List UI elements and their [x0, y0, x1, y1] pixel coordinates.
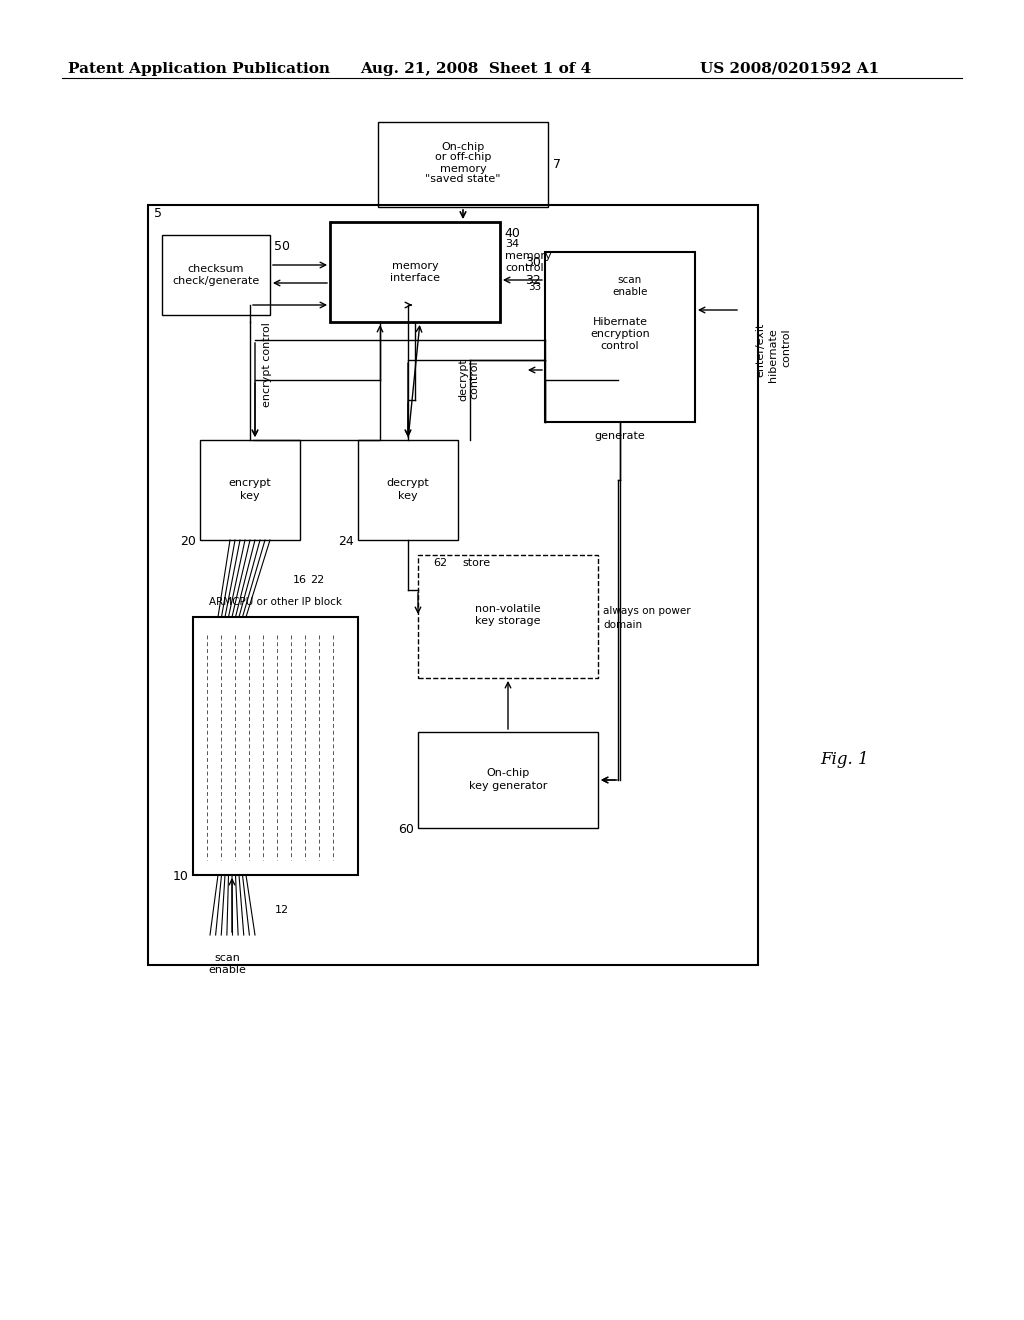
Text: 30: 30 [525, 256, 541, 269]
Text: or off-chip: or off-chip [435, 153, 492, 162]
Text: enable: enable [612, 286, 648, 297]
Text: key storage: key storage [475, 616, 541, 627]
Text: 34: 34 [505, 239, 519, 249]
Text: memory: memory [392, 261, 438, 271]
Text: Fig. 1: Fig. 1 [820, 751, 868, 768]
Text: domain: domain [603, 619, 642, 630]
Text: interface: interface [390, 273, 440, 282]
Text: US 2008/0201592 A1: US 2008/0201592 A1 [700, 62, 880, 77]
Text: 33: 33 [527, 282, 541, 292]
Text: control: control [469, 360, 479, 400]
Bar [418, 733, 598, 828]
Text: 20: 20 [180, 535, 196, 548]
Text: Aug. 21, 2008  Sheet 1 of 4: Aug. 21, 2008 Sheet 1 of 4 [360, 62, 591, 77]
Text: Patent Application Publication: Patent Application Publication [68, 62, 330, 77]
Text: always on power: always on power [603, 606, 690, 616]
Text: On-chip: On-chip [441, 141, 484, 152]
Bar [162, 235, 270, 315]
Text: key: key [398, 491, 418, 502]
Text: decrypt: decrypt [387, 478, 429, 488]
Text: memory: memory [505, 251, 552, 261]
Text: 5: 5 [154, 207, 162, 220]
Text: decrypt: decrypt [458, 359, 468, 401]
Text: 50: 50 [274, 240, 290, 253]
Text: enter/exit: enter/exit [755, 323, 765, 378]
Text: check/generate: check/generate [172, 276, 260, 286]
Text: ARMCPU or other IP block: ARMCPU or other IP block [209, 597, 342, 607]
Text: 7: 7 [553, 158, 561, 172]
Text: 40: 40 [504, 227, 520, 240]
Text: 24: 24 [338, 535, 354, 548]
Text: Hibernate: Hibernate [593, 317, 647, 327]
Text: encrypt control: encrypt control [262, 322, 272, 408]
Text: 22: 22 [310, 576, 325, 585]
Bar [330, 222, 500, 322]
Text: 32: 32 [525, 275, 541, 286]
Bar [418, 554, 598, 678]
Text: key: key [241, 491, 260, 502]
Text: enable: enable [208, 965, 246, 975]
Text: 16: 16 [293, 576, 307, 585]
Text: 12: 12 [275, 906, 289, 915]
Text: scan: scan [214, 953, 240, 964]
Bar [200, 440, 300, 540]
Text: control: control [601, 341, 639, 351]
Text: 60: 60 [398, 822, 414, 836]
Bar [193, 616, 358, 875]
Bar [358, 440, 458, 540]
Text: "saved state": "saved state" [425, 174, 501, 185]
Bar [148, 205, 758, 965]
Text: control: control [781, 329, 791, 367]
Text: scan: scan [617, 275, 642, 285]
Text: encrypt: encrypt [228, 478, 271, 488]
Text: control: control [505, 263, 544, 273]
Text: checksum: checksum [187, 264, 245, 275]
Text: generate: generate [595, 432, 645, 441]
Text: 62: 62 [433, 558, 447, 568]
Text: non-volatile: non-volatile [475, 603, 541, 614]
Bar [545, 252, 695, 422]
Text: 10: 10 [173, 870, 189, 883]
Text: key generator: key generator [469, 781, 547, 791]
Text: encryption: encryption [590, 329, 650, 339]
Bar [378, 121, 548, 207]
Text: store: store [462, 558, 490, 568]
Text: memory: memory [439, 164, 486, 173]
Text: hibernate: hibernate [768, 329, 778, 381]
Text: On-chip: On-chip [486, 768, 529, 777]
